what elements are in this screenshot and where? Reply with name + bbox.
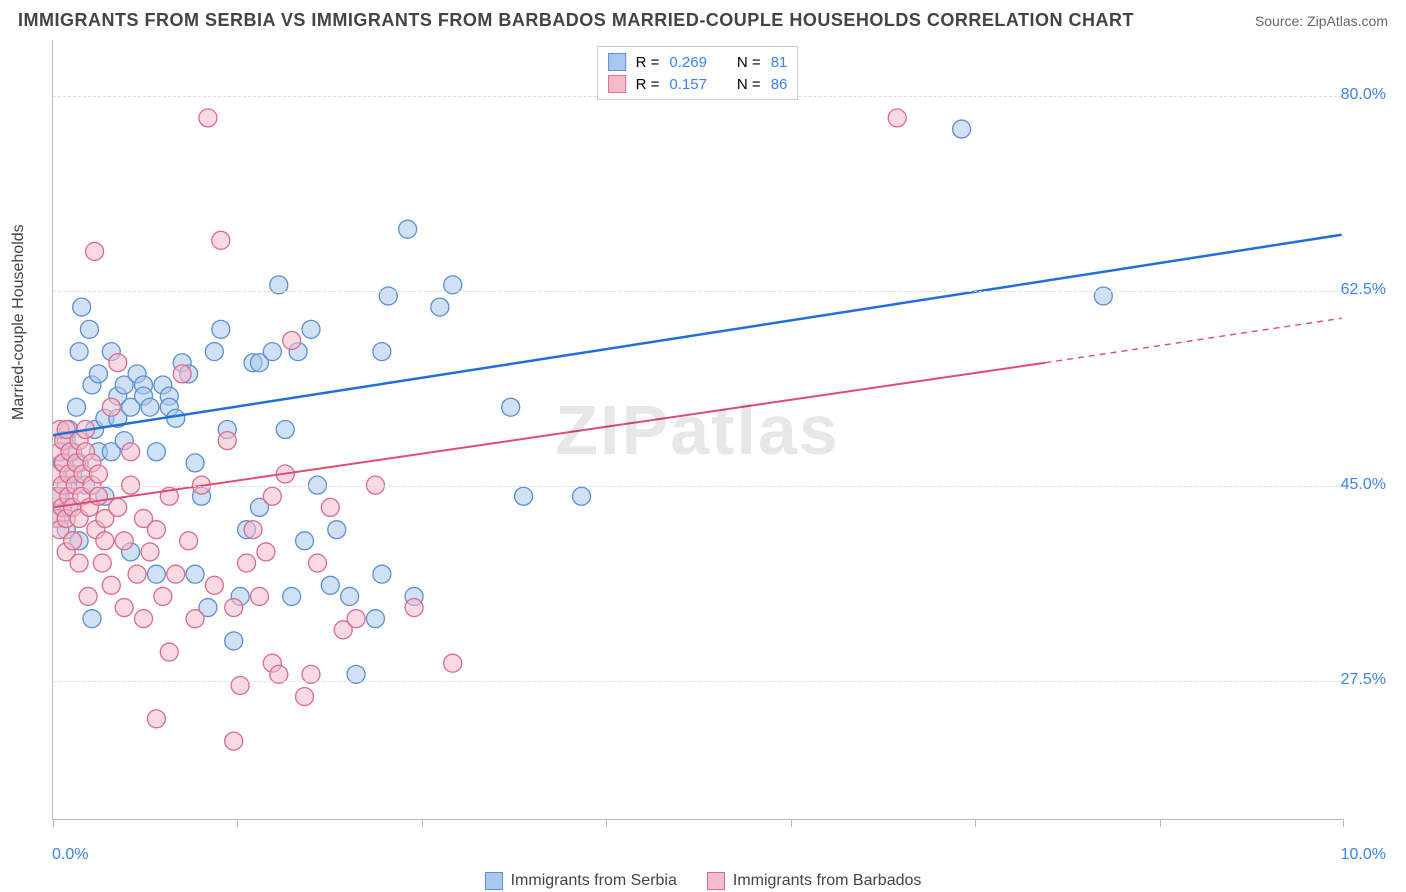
swatch-barbados [608,75,626,93]
source-label: Source: ZipAtlas.com [1255,13,1388,29]
x-tick-first: 0.0% [52,846,88,864]
legend-item-barbados: Immigrants from Barbados [707,872,922,890]
n-label: N = [737,76,761,93]
swatch-serbia [608,53,626,71]
r-label: R = [636,76,660,93]
y-tick-label: 45.0% [1341,476,1386,494]
n-value-serbia: 81 [771,54,788,71]
r-label: R = [636,54,660,71]
legend-item-serbia: Immigrants from Serbia [485,872,677,890]
swatch-serbia-icon [485,872,503,890]
legend-stats: R = 0.269 N = 81 R = 0.157 N = 86 [597,46,799,100]
legend-bottom: Immigrants from Serbia Immigrants from B… [0,872,1406,890]
y-tick-label: 27.5% [1341,671,1386,689]
y-axis-label: Married-couple Households [10,224,28,420]
legend-stats-row-serbia: R = 0.269 N = 81 [608,51,788,73]
x-tick-last: 10.0% [1341,846,1386,864]
legend-label-barbados: Immigrants from Barbados [733,872,922,890]
scatter-plot [53,40,1342,819]
y-tick-label: 80.0% [1341,86,1386,104]
n-label: N = [737,54,761,71]
r-value-serbia: 0.269 [669,54,707,71]
y-tick-label: 62.5% [1341,281,1386,299]
legend-label-serbia: Immigrants from Serbia [511,872,677,890]
chart-title: IMMIGRANTS FROM SERBIA VS IMMIGRANTS FRO… [18,10,1134,31]
chart-area: R = 0.269 N = 81 R = 0.157 N = 86 ZIPatl… [52,40,1342,820]
n-value-barbados: 86 [771,76,788,93]
legend-stats-row-barbados: R = 0.157 N = 86 [608,73,788,95]
swatch-barbados-icon [707,872,725,890]
r-value-barbados: 0.157 [669,76,707,93]
